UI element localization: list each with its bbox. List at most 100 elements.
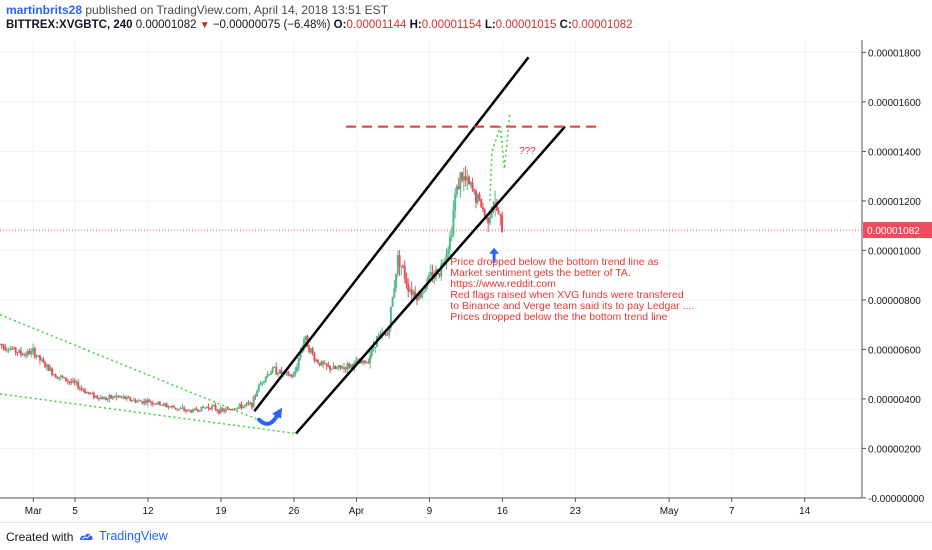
- price-chart[interactable]: 0.00001800 0.00001600 0.00001400 0.00001200…: [0, 36, 932, 522]
- candle: [14, 346, 17, 356]
- candle: [334, 365, 337, 370]
- candle-body: [348, 363, 351, 368]
- candle: [294, 367, 297, 377]
- candle-body: [18, 350, 21, 353]
- candle: [339, 365, 342, 371]
- candle: [125, 394, 128, 402]
- candle: [75, 379, 78, 386]
- symbol-label[interactable]: BITTREX:XVGBTC, 240: [6, 19, 133, 31]
- candle-body: [351, 364, 354, 368]
- candle: [448, 231, 451, 258]
- candle: [454, 187, 457, 219]
- candle-body: [365, 362, 368, 364]
- candle: [137, 398, 140, 402]
- tradingview-brand-link[interactable]: TradingView: [99, 529, 168, 543]
- candle: [54, 373, 57, 378]
- annotation-note-line: to Binance and Verge team said its to pa…: [450, 300, 694, 312]
- candle: [290, 373, 293, 379]
- candle: [183, 405, 186, 412]
- candle-body: [377, 335, 380, 337]
- candle: [38, 354, 41, 365]
- candle-body: [238, 404, 241, 408]
- candle-body: [139, 400, 142, 402]
- candle-body: [4, 346, 7, 351]
- tradingview-logo-icon[interactable]: [78, 530, 94, 542]
- candle-body: [396, 255, 399, 274]
- candle-body: [9, 348, 12, 351]
- candle-body: [122, 396, 125, 398]
- candle: [19, 346, 22, 358]
- candle-body: [214, 405, 217, 410]
- candle: [490, 206, 493, 219]
- candle-body: [197, 410, 200, 412]
- candle-body: [11, 348, 14, 350]
- candle: [111, 395, 114, 401]
- candle-body: [379, 333, 382, 336]
- candle: [320, 360, 323, 366]
- candle-body: [110, 395, 113, 399]
- candle-body: [266, 374, 269, 377]
- price-axis-label: 0.00000200: [868, 444, 921, 455]
- candle-body: [464, 176, 467, 181]
- candle: [184, 408, 187, 414]
- time-axis-label: 7: [729, 506, 735, 517]
- candle-body: [82, 389, 85, 391]
- candle: [276, 371, 279, 377]
- candle: [450, 226, 453, 242]
- candle-body: [209, 408, 212, 410]
- candle: [129, 396, 132, 402]
- time-axis-label: 23: [570, 506, 582, 517]
- candle-body: [447, 249, 450, 254]
- candle-body: [160, 405, 163, 407]
- candle: [195, 406, 198, 411]
- time-axis-label: 5: [72, 506, 78, 517]
- candle-body: [490, 206, 493, 218]
- chart-area[interactable]: 0.00001800 0.00001600 0.00001400 0.00001200…: [0, 36, 932, 522]
- candle: [457, 177, 460, 190]
- candle-body: [70, 381, 73, 383]
- candle: [144, 398, 147, 405]
- candle-body: [87, 392, 90, 394]
- candle-body: [388, 327, 391, 336]
- candle: [127, 395, 130, 398]
- annotation-note-line: Market sentiment gets the better of TA.: [450, 267, 631, 279]
- candle: [327, 361, 330, 368]
- candle: [108, 393, 111, 403]
- candle-body: [45, 364, 48, 367]
- candle: [330, 368, 333, 371]
- candle: [51, 367, 54, 377]
- candle: [410, 281, 413, 302]
- candle-body: [337, 365, 340, 368]
- candle-body: [47, 364, 50, 371]
- candle: [25, 351, 28, 359]
- candle: [37, 355, 40, 358]
- candle: [344, 366, 347, 373]
- candle: [405, 272, 408, 290]
- candle-body: [207, 407, 210, 409]
- price-axis-label: 0.00000400: [868, 395, 921, 406]
- candle-body: [271, 367, 274, 373]
- candle-body: [247, 403, 250, 405]
- candle: [122, 394, 125, 400]
- candle: [464, 166, 467, 187]
- candle: [205, 406, 208, 409]
- candle: [141, 401, 144, 405]
- candle-body: [499, 213, 502, 216]
- candle: [391, 296, 394, 308]
- candle-body: [461, 172, 464, 181]
- candle: [261, 381, 264, 387]
- candle: [200, 406, 203, 412]
- candle: [481, 202, 484, 213]
- candle: [120, 395, 123, 399]
- author-link[interactable]: martinbrits28: [6, 3, 83, 17]
- candle-body: [250, 402, 253, 408]
- candle: [400, 265, 403, 276]
- candle-body: [151, 402, 154, 405]
- candle: [363, 360, 366, 365]
- candle: [384, 332, 387, 337]
- candle: [242, 405, 245, 409]
- candle-body: [216, 409, 219, 411]
- candle-body: [42, 359, 45, 363]
- candle: [408, 286, 411, 293]
- candle-body: [308, 347, 311, 353]
